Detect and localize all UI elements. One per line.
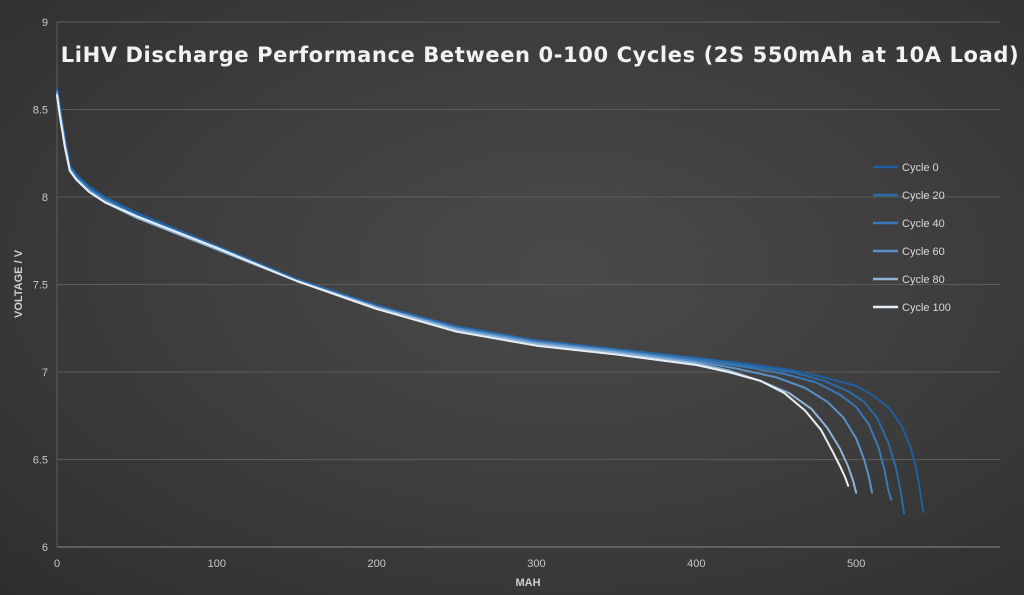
legend-label: Cycle 0	[902, 162, 939, 174]
chart-title: LiHV Discharge Performance Between 0-100…	[61, 43, 1019, 67]
x-tick-label: 500	[847, 558, 865, 570]
series-line-cycle-100	[56, 94, 850, 487]
x-axis-title: MAH	[515, 577, 540, 589]
y-tick-label: 8.5	[33, 105, 48, 117]
legend-label: Cycle 100	[902, 302, 951, 314]
x-tick-label: 400	[687, 558, 705, 570]
legend-label: Cycle 20	[902, 190, 945, 202]
legend-label: Cycle 60	[902, 246, 945, 258]
gridlines	[56, 21, 1000, 547]
y-tick-label: 8	[42, 192, 48, 204]
series-line-cycle-20	[56, 89, 906, 515]
y-tick-label: 6	[42, 542, 48, 554]
series-line-cycle-0	[56, 87, 925, 513]
y-axis-title: VOLTAGE / V	[13, 249, 25, 318]
series-line-cycle-60	[56, 91, 874, 494]
legend: Cycle 0 Cycle 20 Cycle 40 Cycle 60 Cycle 80 C…	[873, 162, 951, 314]
x-tick-label: 100	[208, 558, 226, 570]
x-tick-label: 0	[54, 558, 60, 570]
x-tick-label: 200	[367, 558, 385, 570]
y-tick-label: 9	[42, 17, 48, 29]
y-tick-label: 7.5	[33, 280, 48, 292]
series-line-cycle-40	[56, 91, 893, 501]
series-line-cycle-80	[56, 92, 858, 494]
legend-label: Cycle 80	[902, 274, 945, 286]
y-tick-label: 6.5	[33, 455, 48, 467]
series-lines	[56, 87, 925, 515]
x-tick-label: 300	[527, 558, 545, 570]
legend-label: Cycle 40	[902, 218, 945, 230]
y-tick-label: 7	[42, 367, 48, 379]
tick-labels: 6 6.5 7 7.5 8 8.5 9 0 100 200 300 400 500	[33, 17, 866, 570]
